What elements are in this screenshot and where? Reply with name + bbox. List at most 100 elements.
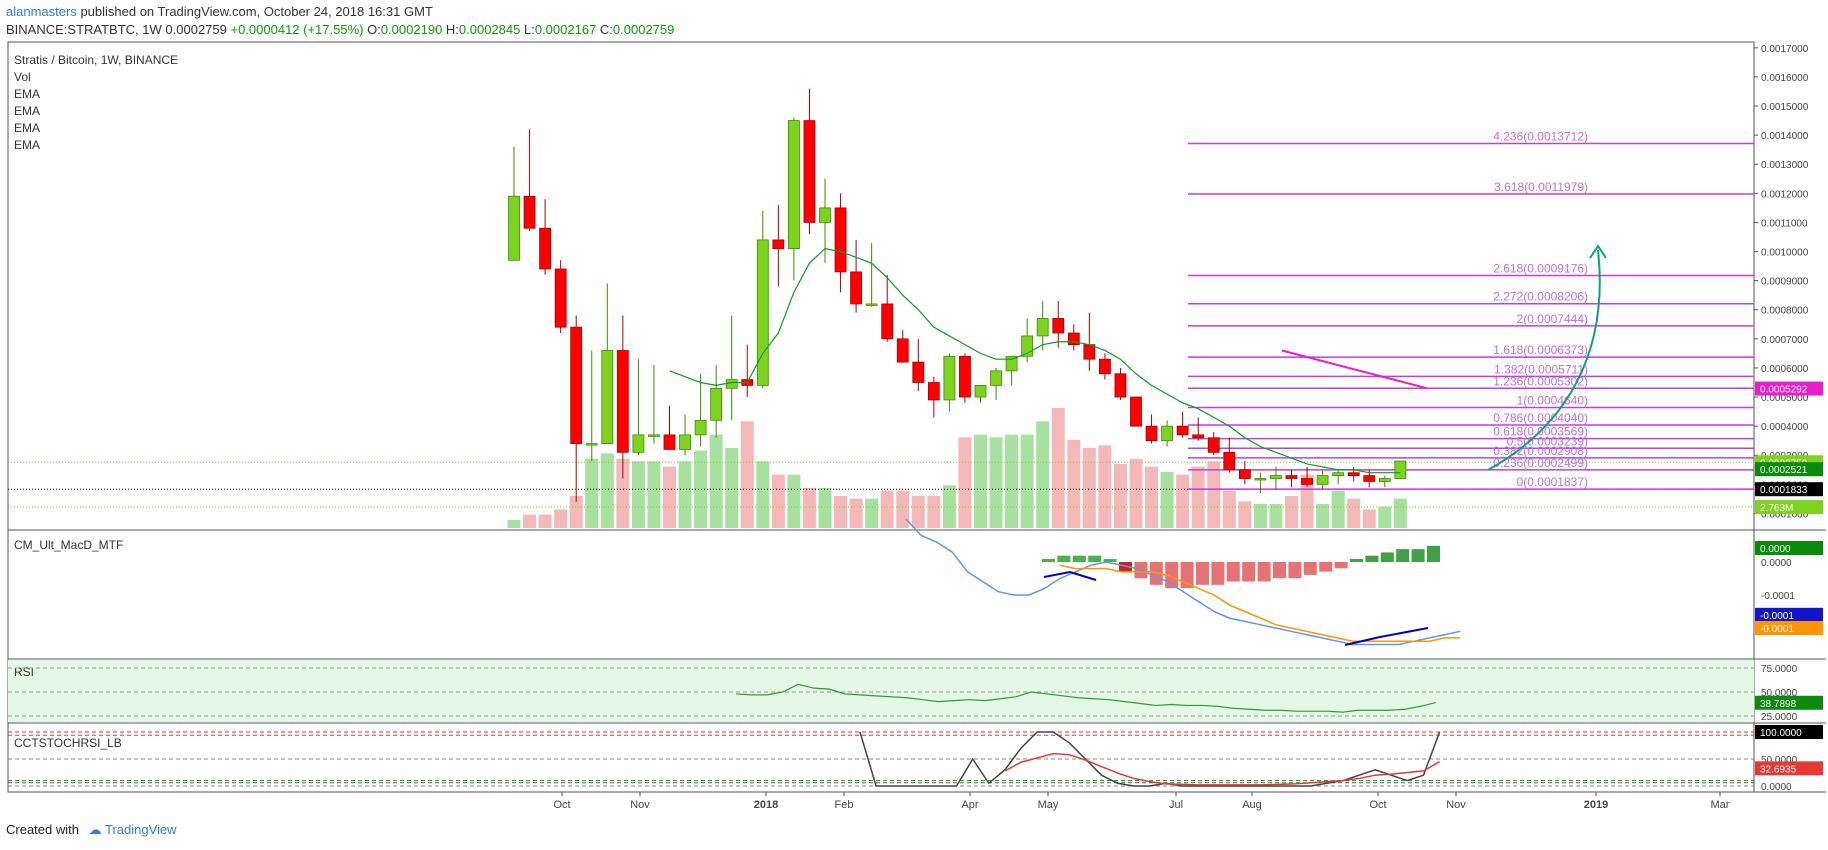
candle-body: [694, 419, 707, 436]
stoch-tag: [1755, 725, 1823, 739]
candle-body: [1192, 434, 1205, 439]
rsi-tick-label: 50.0000: [1761, 688, 1798, 699]
rsi-tag: [1755, 695, 1823, 710]
time-tick-label: 2019: [1584, 799, 1608, 811]
tradingview-logo[interactable]: ☁ TradingView: [88, 822, 177, 837]
volume-bar: [507, 520, 521, 528]
candle-body: [927, 382, 940, 401]
candle-body: [1114, 373, 1127, 398]
volume-bar: [725, 448, 739, 528]
candle-body: [1176, 425, 1189, 436]
projection-arrow: [1487, 249, 1601, 471]
candle-body: [1363, 475, 1376, 482]
time-tick-label: Nov: [630, 799, 650, 811]
volume-bar: [1331, 490, 1345, 528]
macd-tag-text: -0.0001: [1760, 611, 1794, 622]
volume-bar: [1347, 498, 1361, 528]
macd-histogram-bar: [1088, 555, 1102, 562]
volume-bar: [989, 437, 1003, 528]
volume-bar: [802, 488, 816, 528]
macd-histogram-bar: [1042, 559, 1055, 562]
volume-bar: [1067, 440, 1081, 528]
macd-histogram-bar: [1396, 549, 1410, 562]
macd-histogram-bar: [1303, 562, 1317, 575]
macd-histogram-bar: [1103, 559, 1117, 562]
fib-level-label: 1.618(0.0006373): [1493, 343, 1588, 357]
price-tick-label: 0.0008000: [1761, 306, 1809, 317]
volume-bar: [616, 458, 630, 528]
candle-body: [1301, 478, 1313, 485]
volume-bar: [1253, 504, 1267, 528]
candle-body: [1316, 475, 1329, 485]
time-tick-label: Oct: [1369, 799, 1386, 811]
macd-histogram-bar: [1411, 549, 1425, 562]
rsi-band: [8, 660, 1754, 722]
fib-level-label: 1.382(0.0005711): [1494, 362, 1588, 376]
candle-body: [1067, 332, 1080, 346]
volume-bar: [1191, 466, 1205, 528]
chart-title: Stratis / Bitcoin, 1W, BINANCE: [14, 53, 178, 67]
macd-histogram-bar: [1273, 562, 1286, 579]
volume-bar: [1269, 504, 1283, 528]
volume-bar: [911, 496, 925, 528]
publish-header: alanmasters published on TradingView.com…: [6, 4, 433, 19]
volume-bar: [787, 474, 801, 528]
candle-body: [1223, 451, 1236, 471]
volume-bar: [896, 490, 910, 528]
volume-bar: [1098, 445, 1112, 528]
fib-level-label: 0.5(0.0003239): [1507, 434, 1588, 448]
volume-bar: [631, 461, 645, 528]
legend-entry: Vol: [14, 70, 31, 84]
macd-tick-label: 0.0000: [1761, 558, 1792, 569]
price-change: +0.0000412 (+17.55%): [230, 22, 364, 37]
price-tick-label: 0.0016000: [1761, 73, 1809, 84]
price-tick-label: 0.0012000: [1761, 189, 1809, 200]
macd-line: [905, 518, 1461, 646]
last-price: 0.0002759: [165, 22, 227, 37]
candle-body: [1347, 472, 1360, 477]
time-tick-label: Nov: [1446, 799, 1466, 811]
price-tick-label: 0.0017000: [1761, 44, 1809, 55]
macd-cross-segment: [1043, 570, 1097, 581]
candle-body: [1270, 475, 1282, 479]
candle-body: [679, 434, 691, 450]
fib-level-label: 2(0.0007444): [1517, 312, 1588, 326]
time-tick-label: Mar: [1711, 799, 1730, 811]
stoch-tag: [1755, 761, 1823, 776]
volume-bar: [1393, 498, 1407, 528]
price-tick-label: 0.0007000: [1761, 335, 1809, 346]
macd-tag: [1755, 621, 1823, 635]
candle-body: [850, 271, 862, 305]
candle-body: [725, 379, 738, 389]
price-tag-text: 0.0001833: [1760, 485, 1808, 496]
candle-body: [756, 239, 769, 386]
fib-level-label: 0(0.0001837): [1517, 475, 1588, 489]
price-tag-text: 0.0002521: [1760, 465, 1808, 476]
candle-body: [974, 385, 987, 398]
price-tick-label: 0.0006000: [1761, 364, 1809, 375]
volume-bar: [927, 496, 941, 528]
volume-bar: [849, 498, 863, 528]
macd-histogram-bar: [1288, 562, 1302, 579]
price-tag: [1755, 500, 1823, 515]
volume-bar: [1176, 474, 1190, 528]
price-tick-label: 0.0001000: [1761, 509, 1809, 520]
candle-body: [1005, 355, 1018, 372]
volume-bar: [1207, 461, 1221, 528]
price-tick-label: 0.0015000: [1761, 102, 1809, 113]
candle-body: [539, 227, 551, 270]
candle-body: [585, 443, 598, 446]
stoch-d-line: [1004, 752, 1440, 786]
legend-entry: EMA: [14, 87, 40, 101]
time-tick-label: Oct: [553, 799, 570, 811]
macd-tag: [1755, 541, 1823, 555]
price-tag: [1755, 462, 1823, 477]
fib-level-label: 1.236(0.0005302): [1493, 374, 1588, 388]
ema-line: [669, 247, 1401, 474]
time-tick-label: May: [1038, 799, 1059, 811]
author-link[interactable]: alanmasters: [6, 4, 77, 19]
candle-body: [990, 370, 1002, 386]
volume-bar: [942, 485, 956, 528]
candle-body: [1145, 425, 1158, 442]
